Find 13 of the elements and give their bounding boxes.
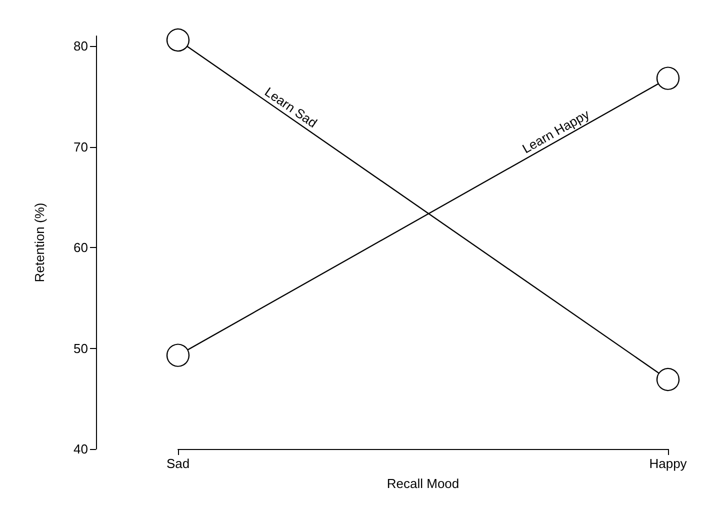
y-tick-label: 60	[74, 240, 88, 256]
point	[656, 66, 680, 90]
y-tick-label: 80	[74, 38, 88, 54]
y-tick-label: 40	[74, 442, 88, 456]
x-axis-title: Recall Mood	[386, 476, 460, 491]
x-tick-label: Sad	[166, 456, 190, 471]
y-axis-title: Retention (%)	[32, 202, 47, 282]
point	[166, 28, 190, 52]
point	[166, 344, 190, 367]
y-tick-label: 50	[74, 340, 88, 356]
point	[656, 368, 680, 392]
y-tick-label: 70	[74, 139, 88, 154]
x-tick-label: Happy	[649, 456, 688, 471]
